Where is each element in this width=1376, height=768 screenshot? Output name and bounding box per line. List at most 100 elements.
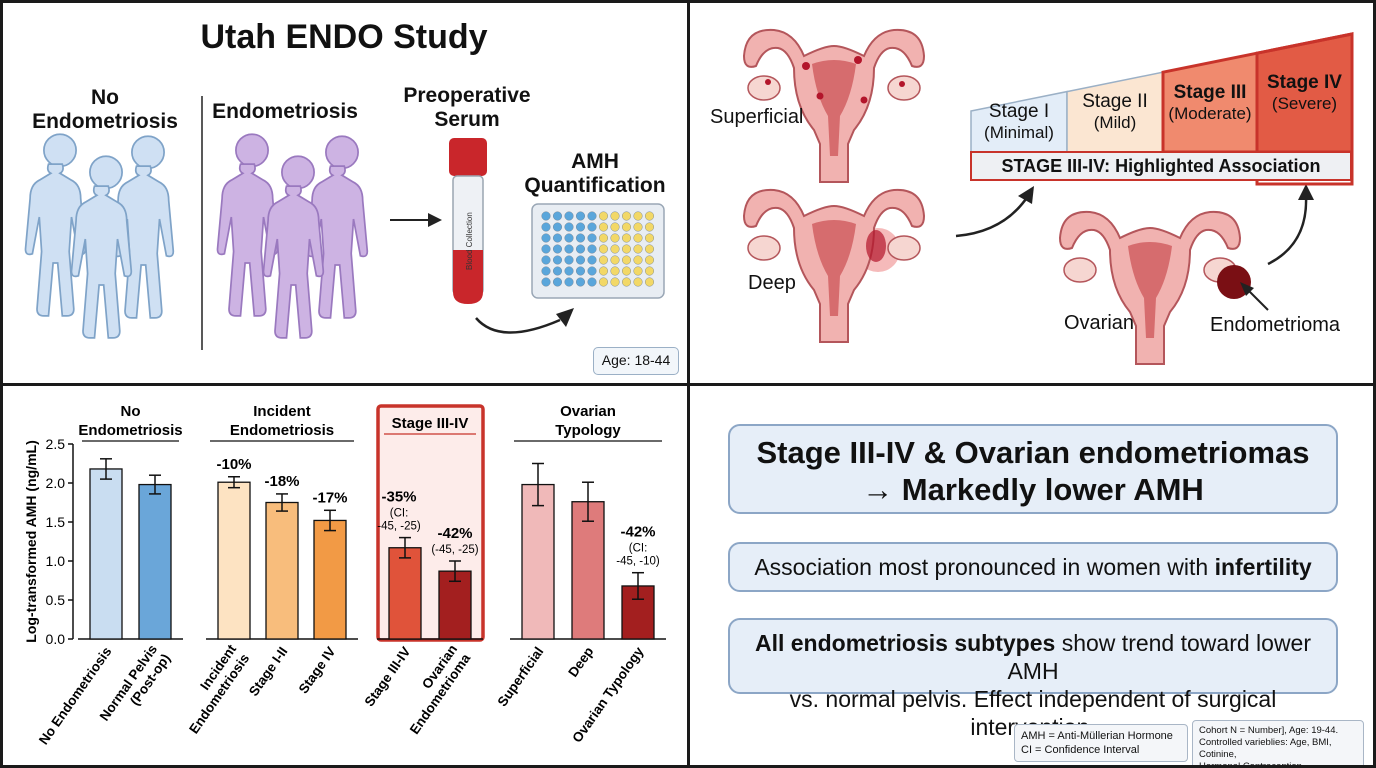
stage-label: Stage III (Moderate)	[1163, 53, 1257, 152]
y-tick-label: 1.0	[46, 553, 66, 569]
ovarian-label: Ovarian	[1064, 312, 1135, 334]
plate-well	[645, 233, 655, 243]
plate-well	[633, 266, 643, 276]
headline-text: Stage III-IV & Ovarian endometriomas → M…	[756, 435, 1310, 507]
plate-well	[587, 222, 597, 232]
plate-well	[553, 266, 563, 276]
no-endometriosis-women-icon	[24, 133, 175, 339]
percent-change-label: -18%	[264, 473, 299, 490]
percent-change-label: -42%	[437, 525, 472, 542]
percent-change-label: -17%	[312, 489, 347, 506]
plate-well	[564, 233, 574, 243]
plate-well	[610, 211, 620, 221]
plate-well	[541, 222, 551, 232]
plate-well	[599, 211, 609, 221]
stage-severity: (Moderate)	[1168, 103, 1252, 123]
plate-well	[610, 277, 620, 287]
plate-well	[633, 277, 643, 287]
amh-bar-chart: 0.0 0.5 1.0 1.5 2.0 2.5 Log-transformed AMH (n…	[23, 403, 666, 747]
plate-well	[610, 266, 620, 276]
stage-name: Stage I	[988, 100, 1050, 122]
category-label: Stage III-IV	[362, 644, 414, 709]
infertility-text: Association most pronounced in women wit…	[754, 554, 1215, 580]
ci-label: (CI:	[390, 508, 409, 520]
plate-well	[553, 233, 563, 243]
plate-well	[610, 222, 620, 232]
stage-severity: (Mild)	[1093, 113, 1137, 133]
plate-well	[587, 233, 597, 243]
plate-well	[553, 222, 563, 232]
category-label: Stage I-II	[246, 644, 291, 699]
deep-uterus-icon	[743, 188, 925, 343]
ci-label: (-45, -25)	[431, 544, 478, 556]
plate-well	[622, 211, 632, 221]
plate-well	[610, 244, 620, 254]
deep-label: Deep	[748, 272, 796, 294]
subtypes-text: show trend toward lower AMH vs. normal p…	[789, 630, 1312, 740]
plate-well	[599, 266, 609, 276]
bar	[313, 519, 347, 640]
plate-well	[633, 222, 643, 232]
stage-severity: (Severe)	[1271, 94, 1338, 113]
endometriosis-label: Endometriosis	[212, 100, 358, 123]
plate-well	[622, 255, 632, 265]
blood-tube-icon: Blood Collection	[449, 138, 487, 304]
stage-association-banner: STAGE III-IV: Highlighted Association	[970, 151, 1352, 181]
group-title: Incident	[253, 403, 311, 420]
plate-well	[553, 244, 563, 254]
plate-well	[587, 266, 597, 276]
category-label-line: Stage IV	[296, 644, 339, 696]
category-label-line: No Endometriosis	[36, 644, 115, 747]
plate-well	[553, 255, 563, 265]
age-badge: Age: 18-44	[593, 347, 679, 375]
plate-well	[587, 255, 597, 265]
group-title: Endometriosis	[78, 422, 182, 439]
plate-well	[576, 277, 586, 287]
category-label: IncidentEndometriosis	[173, 641, 252, 736]
plate-well	[645, 266, 655, 276]
plate-well	[645, 211, 655, 221]
plate-well	[610, 255, 620, 265]
endometrioma-pointer-arrow	[1240, 282, 1269, 311]
curved-arrow-icon	[475, 308, 574, 334]
plate-well	[541, 211, 551, 221]
plate-well	[622, 222, 632, 232]
study-illustration: Blood Collection	[24, 96, 665, 350]
plate-well	[622, 266, 632, 276]
plate-well	[587, 211, 597, 221]
bar	[438, 570, 472, 640]
plate-well	[645, 222, 655, 232]
bar	[265, 501, 299, 640]
percent-change-label: -10%	[216, 456, 251, 473]
stage-name: Stage II	[1082, 91, 1148, 113]
subtypes-callout: All endometriosis subtypes show trend to…	[728, 618, 1338, 740]
plate-well	[541, 255, 551, 265]
curved-arrow-right-icon	[1267, 184, 1314, 266]
plate-well	[541, 266, 551, 276]
superficial-uterus-icon	[743, 28, 925, 183]
group-title: Typology	[555, 422, 621, 439]
stage-name: Stage III	[1173, 81, 1247, 103]
ci-label: -45, -10)	[616, 556, 660, 568]
superficial-label: Superficial	[710, 106, 804, 128]
bar	[217, 481, 251, 640]
plate-well	[622, 233, 632, 243]
category-label-line: Superficial	[495, 644, 547, 709]
ci-label: -45, -25)	[377, 521, 421, 533]
stage-highlight-outline	[1255, 32, 1354, 186]
plate-well	[587, 244, 597, 254]
tube-label: Blood Collection	[465, 212, 474, 270]
y-tick-label: 0.0	[46, 631, 66, 647]
plate-well	[564, 266, 574, 276]
findings-panel: Stage III-IV & Ovarian endometriomas → M…	[688, 384, 1376, 768]
plate-well	[633, 244, 643, 254]
stage-name: Stage IV	[1267, 72, 1342, 93]
category-label: Stage IV	[296, 644, 339, 696]
percent-change-label: -42%	[620, 524, 655, 541]
plate-well	[564, 222, 574, 232]
plate-well	[599, 233, 609, 243]
plate-well	[553, 211, 563, 221]
plate-well	[576, 255, 586, 265]
plate-well	[564, 277, 574, 287]
y-tick-label: 1.5	[46, 514, 66, 530]
